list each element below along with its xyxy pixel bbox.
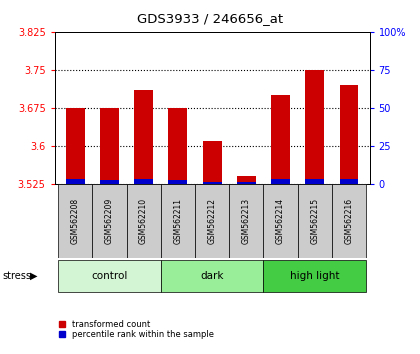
Bar bbox=[263, 260, 366, 292]
Text: dark: dark bbox=[200, 271, 224, 281]
Bar bbox=[58, 184, 92, 258]
Bar bbox=[58, 260, 161, 292]
Text: GSM562210: GSM562210 bbox=[139, 198, 148, 244]
Bar bbox=[203, 182, 221, 184]
Bar bbox=[66, 108, 84, 184]
Bar bbox=[271, 179, 290, 184]
Bar bbox=[66, 179, 84, 184]
Text: GSM562215: GSM562215 bbox=[310, 198, 319, 244]
Text: GSM562209: GSM562209 bbox=[105, 198, 114, 244]
Bar bbox=[203, 141, 221, 184]
Text: ▶: ▶ bbox=[30, 271, 38, 281]
Bar bbox=[229, 184, 263, 258]
Bar bbox=[340, 85, 359, 184]
Bar bbox=[305, 179, 324, 184]
Text: GSM562213: GSM562213 bbox=[242, 198, 251, 244]
Bar bbox=[100, 179, 119, 184]
Text: control: control bbox=[91, 271, 128, 281]
Bar bbox=[126, 184, 161, 258]
Bar bbox=[134, 179, 153, 184]
Bar bbox=[332, 184, 366, 258]
Bar bbox=[134, 90, 153, 184]
Bar bbox=[168, 179, 187, 184]
Bar bbox=[298, 184, 332, 258]
Text: GSM562212: GSM562212 bbox=[207, 198, 217, 244]
Text: GSM562216: GSM562216 bbox=[344, 198, 354, 244]
Bar bbox=[92, 184, 126, 258]
Bar bbox=[100, 108, 119, 184]
Bar bbox=[237, 182, 256, 184]
Text: stress: stress bbox=[2, 271, 31, 281]
Text: high light: high light bbox=[290, 271, 339, 281]
Bar bbox=[340, 179, 359, 184]
Text: GDS3933 / 246656_at: GDS3933 / 246656_at bbox=[137, 12, 283, 25]
Bar bbox=[161, 184, 195, 258]
Bar bbox=[305, 70, 324, 184]
Legend: transformed count, percentile rank within the sample: transformed count, percentile rank withi… bbox=[59, 320, 214, 339]
Bar bbox=[195, 184, 229, 258]
Bar bbox=[263, 184, 298, 258]
Text: GSM562208: GSM562208 bbox=[71, 198, 80, 244]
Bar bbox=[271, 95, 290, 184]
Text: GSM562211: GSM562211 bbox=[173, 198, 182, 244]
Bar bbox=[237, 177, 256, 184]
Text: GSM562214: GSM562214 bbox=[276, 198, 285, 244]
Bar bbox=[161, 260, 263, 292]
Bar bbox=[168, 108, 187, 184]
